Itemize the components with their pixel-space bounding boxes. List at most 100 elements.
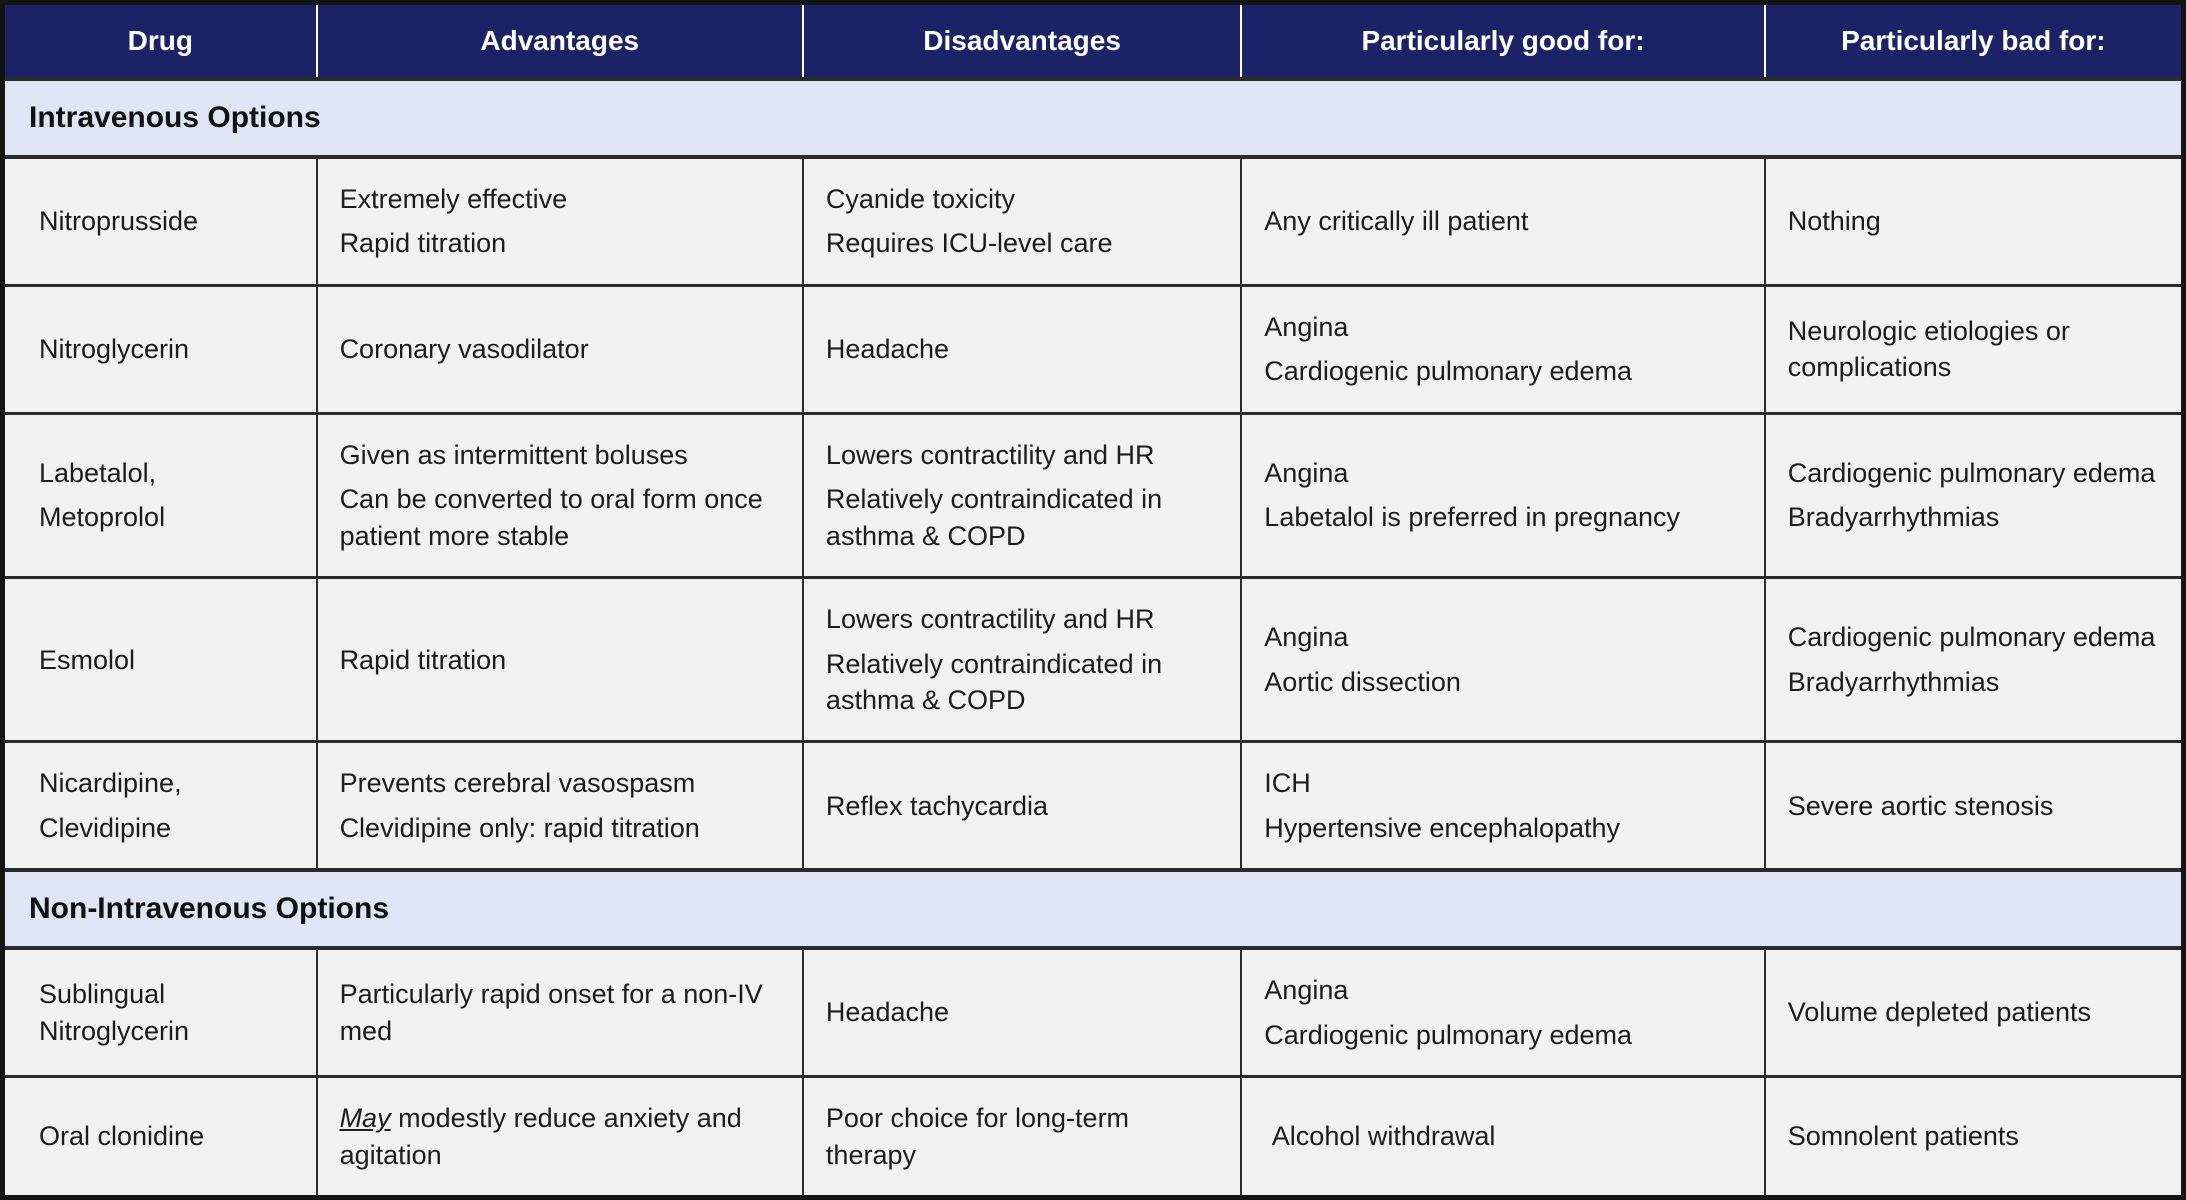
bad-for-cell: Somnolent patients (1763, 1075, 2185, 1199)
column-header-good-for: Particularly good for: (1240, 2, 1765, 81)
cell-line: Oral clonidine (39, 1121, 205, 1152)
cell-line: Relatively contraindicated in asthma & C… (825, 484, 1163, 551)
cell-line: Alcohol withdrawal (1264, 1121, 1496, 1152)
bad-for-cell: Nothing (1763, 155, 2185, 287)
column-header-advantages: Advantages (315, 2, 803, 81)
text-segment: modestly reduce anxiety and agitation (339, 1103, 742, 1170)
cell-line: Coronary vasodilator (339, 334, 589, 365)
table-row: Nitroprusside Extremely effective Rapid ti… (1, 155, 2185, 287)
cell-line: Any critically ill patient (1264, 206, 1529, 237)
advantages-cell: Extremely effective Rapid titration (315, 155, 804, 287)
cell-line: Severe aortic stenosis (1787, 790, 2054, 821)
drug-cell: Esmolol (1, 576, 318, 744)
disadvantages-cell: Headache (801, 946, 1243, 1079)
cell-line: Prevents cerebral vasospasm (339, 768, 696, 799)
cell-line: Somnolent patients (1787, 1121, 2019, 1152)
cell-line: Requires ICU-level care (825, 228, 1113, 259)
advantages-cell: May modestly reduce anxiety and agitatio… (315, 1075, 804, 1199)
disadvantages-cell: Reflex tachycardia (801, 740, 1243, 872)
advantages-cell: Rapid titration (315, 576, 804, 744)
disadvantages-cell: Cyanide toxicity Requires ICU-level care (801, 155, 1243, 287)
bad-for-cell: Neurologic etiologies or complications (1763, 283, 2185, 415)
cell-line: Hypertensive encephalopathy (1264, 812, 1621, 843)
drug-cell: Nicardipine, Clevidipine (1, 740, 318, 872)
advantages-cell: Coronary vasodilator (315, 283, 804, 415)
disadvantages-cell: Lowers contractility and HR Relatively co… (801, 411, 1243, 580)
cell-line: Neurologic etiologies or complications (1787, 315, 2070, 383)
cell-line: Cardiogenic pulmonary edema (1264, 1019, 1633, 1050)
cell-line: Nitroprusside (39, 206, 199, 237)
table-row: Labetalol, Metoprolol Given as intermitten… (1, 411, 2185, 580)
cell-line: Relatively contraindicated in asthma & C… (825, 648, 1163, 715)
good-for-cell: Alcohol withdrawal (1240, 1075, 1766, 1199)
cell-line: Can be converted to oral form once patie… (339, 484, 763, 551)
cell-line: Cardiogenic pulmonary edema (1787, 457, 2156, 488)
cell-line: Metoprolol (39, 502, 166, 533)
cell-line: Volume depleted patients (1787, 997, 2091, 1028)
cell-line: Clevidipine (39, 812, 172, 843)
cell-line: Cyanide toxicity (825, 184, 1016, 214)
good-for-cell: Angina Aortic dissection (1240, 576, 1766, 744)
cell-line: Nothing (1787, 206, 1881, 237)
text-segment: May (339, 1103, 391, 1134)
advantages-cell: Prevents cerebral vasospasm Clevidipine o… (315, 740, 804, 872)
cell-line: Clevidipine only: rapid titration (339, 812, 700, 843)
cell-line: Angina (1264, 622, 1349, 653)
advantages-cell: Particularly rapid onset for a non-IV me… (315, 946, 804, 1079)
table-row: Oral clonidine May modestly reduce anxiet… (1, 1075, 2185, 1199)
cell-line: Bradyarrhythmias (1787, 666, 2000, 697)
advantages-cell: Given as intermittent boluses Can be conv… (315, 411, 804, 580)
cell-line: Particularly rapid onset for a non-IV me… (339, 979, 763, 1046)
cell-line: Angina (1264, 457, 1349, 488)
cell-line: Labetalol, (39, 457, 157, 488)
bad-for-cell: Cardiogenic pulmonary edema Bradyarrhythm… (1763, 576, 2185, 744)
table-row: Esmolol Rapid titration Lowers contractili… (1, 576, 2185, 744)
good-for-cell: Any critically ill patient (1240, 155, 1766, 287)
cell-line: Nicardipine, (39, 768, 182, 799)
cell-line: Angina (1264, 311, 1349, 342)
column-header-bad-for: Particularly bad for: (1763, 2, 2184, 81)
drug-cell: Nitroglycerin (1, 283, 318, 415)
cell-line: Extremely effective (339, 184, 568, 214)
drug-cell: Labetalol, Metoprolol (1, 411, 318, 580)
bad-for-cell: Cardiogenic pulmonary edema Bradyarrhythm… (1763, 411, 2185, 580)
table-row: Nitroglycerin Coronary vasodilator Headach… (1, 283, 2185, 415)
cell-line: Reflex tachycardia (825, 790, 1049, 821)
drug-cell: Oral clonidine (1, 1075, 318, 1199)
cell-line: Cardiogenic pulmonary edema (1787, 622, 2156, 653)
disadvantages-cell: Headache (801, 283, 1243, 415)
table-header-row: Drug Advantages Disadvantages Particular… (2, 2, 2184, 81)
cell-line: Cardiogenic pulmonary edema (1264, 356, 1633, 387)
good-for-cell: Angina Labetalol is preferred in pregnanc… (1240, 411, 1766, 580)
section-header-non-intravenous: Non-Intravenous Options (2, 868, 2184, 951)
good-for-cell: ICH Hypertensive encephalopathy (1240, 740, 1766, 872)
bad-for-cell: Severe aortic stenosis (1763, 740, 2185, 872)
table-row: Nicardipine, Clevidipine Prevents cerebral… (1, 740, 2185, 872)
bad-for-cell: Volume depleted patients (1763, 946, 2185, 1079)
cell-line: ICH (1264, 768, 1311, 799)
cell-line: Sublingual Nitroglycerin (39, 979, 190, 1046)
cell-line: Esmolol (39, 644, 136, 675)
table-row: Sublingual Nitroglycerin Particularly rap… (1, 946, 2185, 1079)
cell-line: Lowers contractility and HR (825, 439, 1155, 470)
cell-line: Aortic dissection (1264, 666, 1461, 697)
drug-cell: Sublingual Nitroglycerin (1, 946, 318, 1079)
good-for-cell: Angina Cardiogenic pulmonary edema (1240, 946, 1766, 1079)
cell-line: Rapid titration (339, 644, 507, 675)
disadvantages-cell: Lowers contractility and HR Relatively co… (801, 576, 1243, 744)
cell-line: Labetalol is preferred in pregnancy (1264, 502, 1681, 533)
table-body: Intravenous Options Nitroprusside Extremel… (1, 77, 2185, 1199)
cell-line: Headache (825, 334, 950, 365)
drug-cell: Nitroprusside (1, 155, 318, 287)
cell-line: Given as intermittent boluses (339, 439, 688, 470)
section-header-intravenous: Intravenous Options (2, 77, 2184, 159)
cell-line: Bradyarrhythmias (1787, 502, 2000, 533)
column-header-disadvantages: Disadvantages (801, 2, 1242, 81)
good-for-cell: Angina Cardiogenic pulmonary edema (1240, 283, 1766, 415)
cell-line: Angina (1264, 975, 1349, 1006)
cell-line: Rapid titration (339, 228, 507, 259)
cell-line: Lowers contractility and HR (825, 604, 1155, 635)
cell-line: Headache (825, 997, 950, 1028)
cell-line: Poor choice for long-term therapy (825, 1103, 1130, 1170)
